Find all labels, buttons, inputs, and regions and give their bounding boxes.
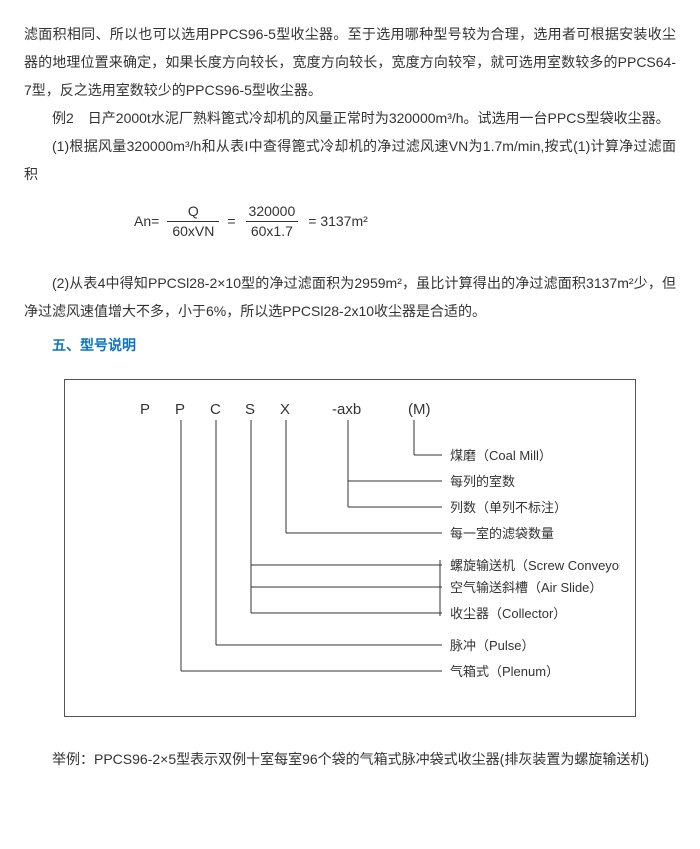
svg-text:空气输送斜槽（Air Slide）: 空气输送斜槽（Air Slide） bbox=[450, 580, 602, 595]
paragraph-2: 例2 日产2000t水泥厂熟料篦式冷却机的风量正常时为320000m³/h。试选… bbox=[24, 104, 676, 132]
svg-text:螺旋输送机（Screw Conveyor）: 螺旋输送机（Screw Conveyor） bbox=[450, 558, 620, 573]
frac2-den: 60x1.7 bbox=[246, 221, 298, 241]
svg-text:煤磨（Coal Mill）: 煤磨（Coal Mill） bbox=[450, 448, 552, 463]
formula-lhs: An= bbox=[134, 213, 159, 230]
paragraph-4: (2)从表4中得知PPCSl28-2×10型的净过滤面积为2959m²，虽比计算… bbox=[24, 269, 676, 325]
svg-text:(M): (M) bbox=[408, 401, 431, 418]
fraction-1: Q 60xVN bbox=[167, 202, 219, 241]
paragraph-3: (1)根据风量320000m³/h和从表I中查得篦式冷却机的净过滤风速VN为1.… bbox=[24, 132, 676, 188]
svg-text:每列的室数: 每列的室数 bbox=[450, 474, 515, 489]
designation-svg: P P C S X -axb (M) 煤磨（Coal Mill） 每列的室数列数（单列不标注） 每… bbox=[80, 400, 620, 700]
svg-text:-axb: -axb bbox=[332, 401, 361, 418]
svg-text:收尘器（Collector）: 收尘器（Collector） bbox=[450, 606, 566, 621]
frac1-num: Q bbox=[183, 202, 204, 221]
frac1-den: 60xVN bbox=[167, 221, 219, 241]
svg-text:气箱式（Plenum）: 气箱式（Plenum） bbox=[450, 664, 559, 679]
section-title: 五、型号说明 bbox=[24, 331, 676, 359]
equals-1: = bbox=[227, 213, 235, 230]
fraction-2: 320000 60x1.7 bbox=[244, 202, 301, 241]
svg-text:列数（单列不标注）: 列数（单列不标注） bbox=[450, 500, 567, 515]
svg-text:X: X bbox=[280, 401, 290, 418]
frac2-num: 320000 bbox=[244, 202, 301, 221]
paragraph-5: 举例：PPCS96-2×5型表示双例十室每室96个袋的气箱式脉冲袋式收尘器(排灰… bbox=[24, 745, 676, 773]
formula: An= Q 60xVN = 320000 60x1.7 = 3137m² bbox=[134, 202, 676, 241]
svg-text:S: S bbox=[245, 401, 255, 418]
svg-text:P: P bbox=[140, 401, 150, 418]
svg-text:每一室的滤袋数量: 每一室的滤袋数量 bbox=[450, 526, 554, 541]
equals-result: = 3137m² bbox=[308, 213, 368, 230]
paragraph-1: 滤面积相同、所以也可以选用PPCS96-5型收尘器。至于选用哪种型号较为合理，选… bbox=[24, 20, 676, 104]
model-designation-diagram: P P C S X -axb (M) 煤磨（Coal Mill） 每列的室数列数（单列不标注） 每… bbox=[64, 379, 636, 717]
svg-text:C: C bbox=[210, 401, 221, 418]
svg-text:脉冲（Pulse）: 脉冲（Pulse） bbox=[450, 638, 535, 653]
svg-text:P: P bbox=[175, 401, 185, 418]
